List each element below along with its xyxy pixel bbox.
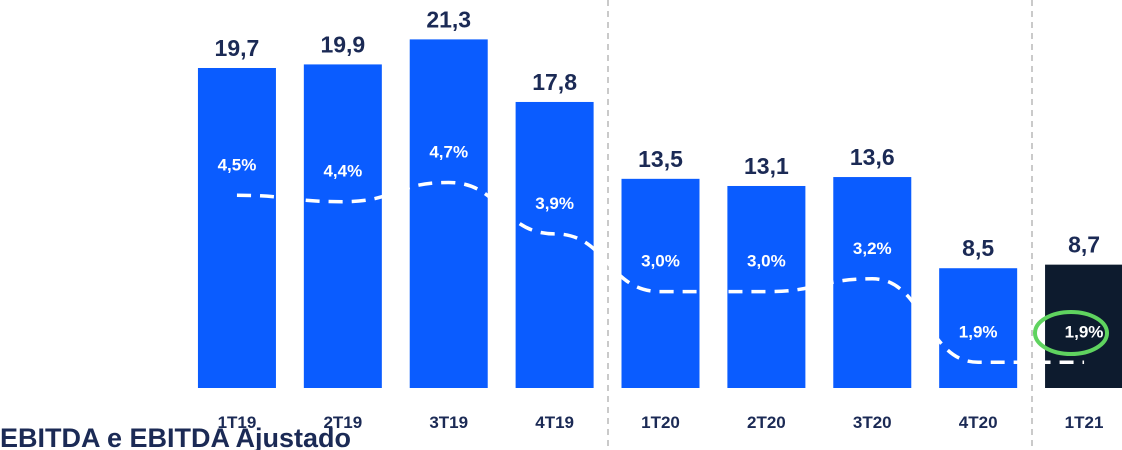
bar-value-label: 13,1 bbox=[744, 153, 789, 179]
bar-value-label: 13,6 bbox=[850, 144, 895, 170]
x-tick-label: 1T20 bbox=[641, 413, 680, 432]
x-tick-label: 3T20 bbox=[853, 413, 892, 432]
x-tick-label: 4T19 bbox=[535, 413, 574, 432]
line-value-label: 3,0% bbox=[747, 252, 786, 271]
bar-value-label: 21,3 bbox=[426, 6, 471, 32]
bar-value-label: 19,9 bbox=[320, 31, 365, 57]
highlight-circle bbox=[1033, 310, 1109, 356]
x-tick-label: 4T20 bbox=[959, 413, 998, 432]
x-tick-label: 3T19 bbox=[429, 413, 468, 432]
bars bbox=[197, 39, 1122, 389]
bar-value-label: 19,7 bbox=[215, 35, 260, 61]
line-value-label: 4,5% bbox=[218, 155, 257, 174]
line-value-label: 1,9% bbox=[1065, 322, 1104, 341]
bar bbox=[727, 185, 806, 388]
bar-value-label: 8,5 bbox=[962, 235, 994, 261]
bar bbox=[621, 178, 700, 388]
x-tick-label: 2T20 bbox=[747, 413, 786, 432]
line-value-label: 3,2% bbox=[853, 239, 892, 258]
ratio-line bbox=[236, 180, 1085, 365]
bar bbox=[197, 67, 276, 388]
bar bbox=[1045, 264, 1122, 388]
line-value-label: 4,4% bbox=[323, 162, 362, 181]
bar-value-label: 13,5 bbox=[638, 146, 683, 172]
x-tick-label: 1T19 bbox=[218, 413, 257, 432]
x-tick-label: 2T19 bbox=[323, 413, 362, 432]
bar bbox=[939, 268, 1018, 388]
line-value-label: 1,9% bbox=[959, 322, 998, 341]
line-layer bbox=[236, 180, 1085, 365]
line-value-label: 3,9% bbox=[535, 194, 574, 213]
x-tick-label: 1T21 bbox=[1065, 413, 1104, 432]
chart-title: EBITDA e EBITDA Ajustado bbox=[0, 423, 351, 450]
bar bbox=[409, 39, 488, 388]
bar bbox=[303, 64, 382, 389]
labels: 1T19 2T19 3T19 4T19 1T20 2T20 3T20 4T20 1T21 19,7… bbox=[215, 6, 1104, 432]
bar-value-label: 8,7 bbox=[1068, 232, 1100, 258]
bar-value-label: 17,8 bbox=[532, 69, 577, 95]
bar bbox=[515, 101, 594, 388]
line-value-label: 4,7% bbox=[429, 142, 468, 161]
bar bbox=[833, 177, 912, 388]
line-value-label: 3,0% bbox=[641, 252, 680, 271]
